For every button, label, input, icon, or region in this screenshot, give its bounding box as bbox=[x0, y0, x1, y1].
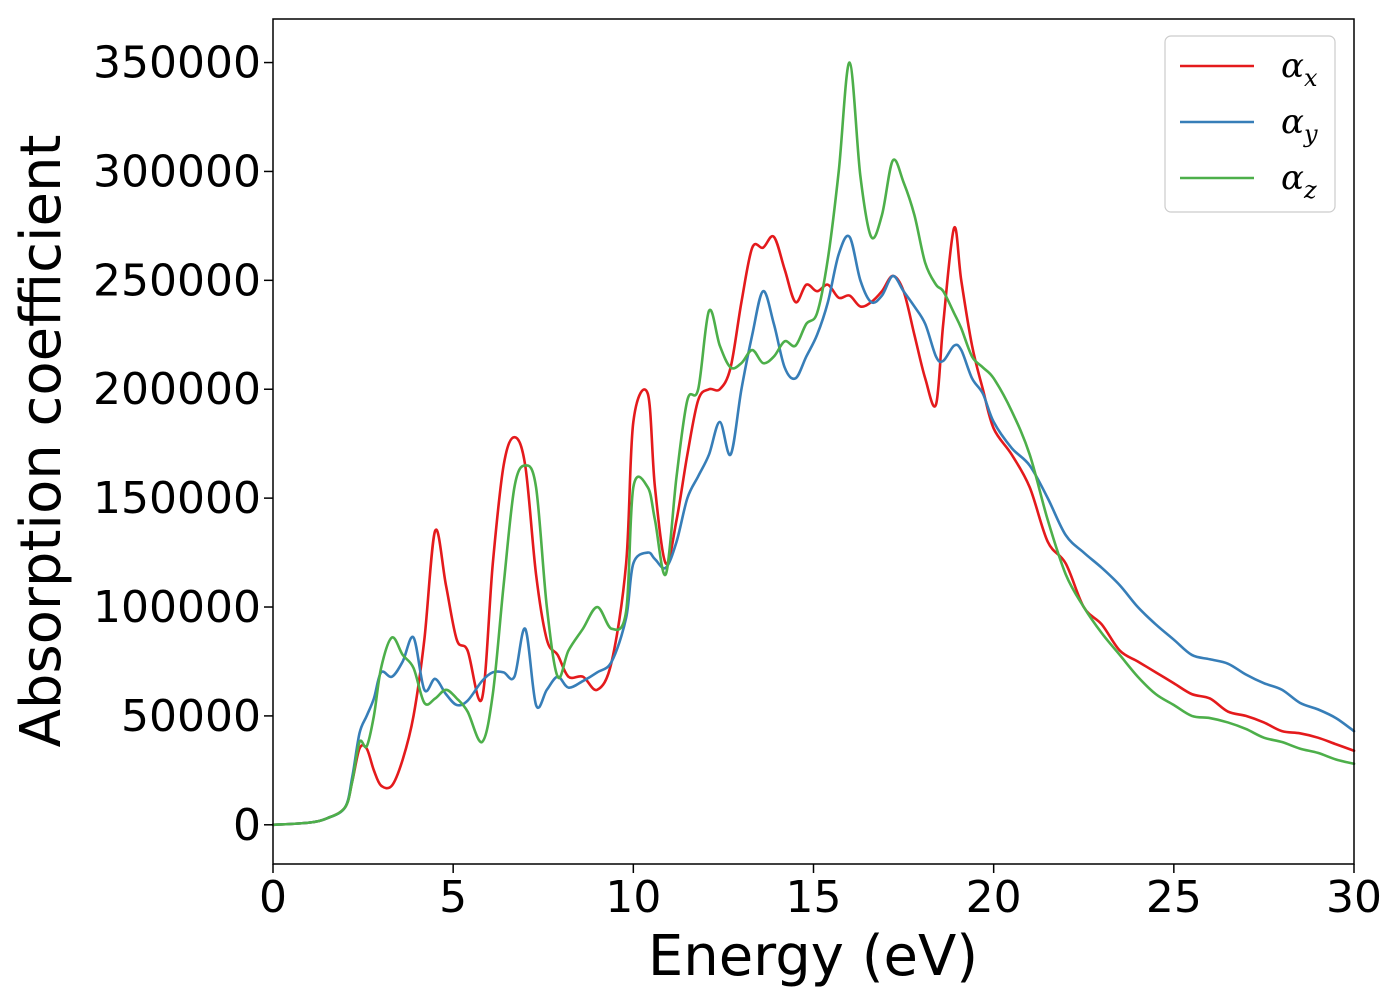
legend-items: αx αy αz bbox=[1180, 46, 1318, 204]
x-tick-label: 20 bbox=[966, 872, 1022, 923]
series-line-z bbox=[271, 61, 1356, 827]
y-axis-title: Absorption coefficient bbox=[9, 135, 74, 748]
y-tick-label: 50000 bbox=[121, 691, 261, 742]
legend-label-x: αx bbox=[1281, 46, 1318, 92]
x-tick-label: 5 bbox=[439, 872, 467, 923]
x-tick-label: 10 bbox=[605, 872, 661, 923]
legend-label-y: αy bbox=[1281, 102, 1318, 148]
x-tick-label: 30 bbox=[1326, 872, 1382, 923]
series-line-x bbox=[271, 226, 1356, 827]
x-axis-title: Energy (eV) bbox=[648, 924, 978, 989]
x-tick-label: 15 bbox=[786, 872, 842, 923]
series-line-y bbox=[271, 234, 1356, 827]
legend: αx αy αz bbox=[1164, 35, 1336, 213]
y-tick-label: 350000 bbox=[93, 38, 261, 89]
y-tick-label: 0 bbox=[233, 800, 261, 851]
y-tick-label: 200000 bbox=[93, 364, 261, 415]
x-tick-label: 25 bbox=[1146, 872, 1202, 923]
legend-label-z: αz bbox=[1281, 158, 1317, 204]
x-axis: 0 5 10 15 20 25 30 bbox=[259, 864, 1382, 923]
y-axis: 0 50000 100000 150000 200000 250000 300000 3500… bbox=[93, 38, 273, 851]
series-layer bbox=[271, 61, 1356, 827]
x-tick-label: 0 bbox=[259, 872, 287, 923]
y-tick-label: 100000 bbox=[93, 582, 261, 633]
y-tick-label: 150000 bbox=[93, 473, 261, 524]
y-tick-label: 300000 bbox=[93, 146, 261, 197]
y-tick-label: 250000 bbox=[93, 255, 261, 306]
legend-box bbox=[1164, 35, 1336, 213]
